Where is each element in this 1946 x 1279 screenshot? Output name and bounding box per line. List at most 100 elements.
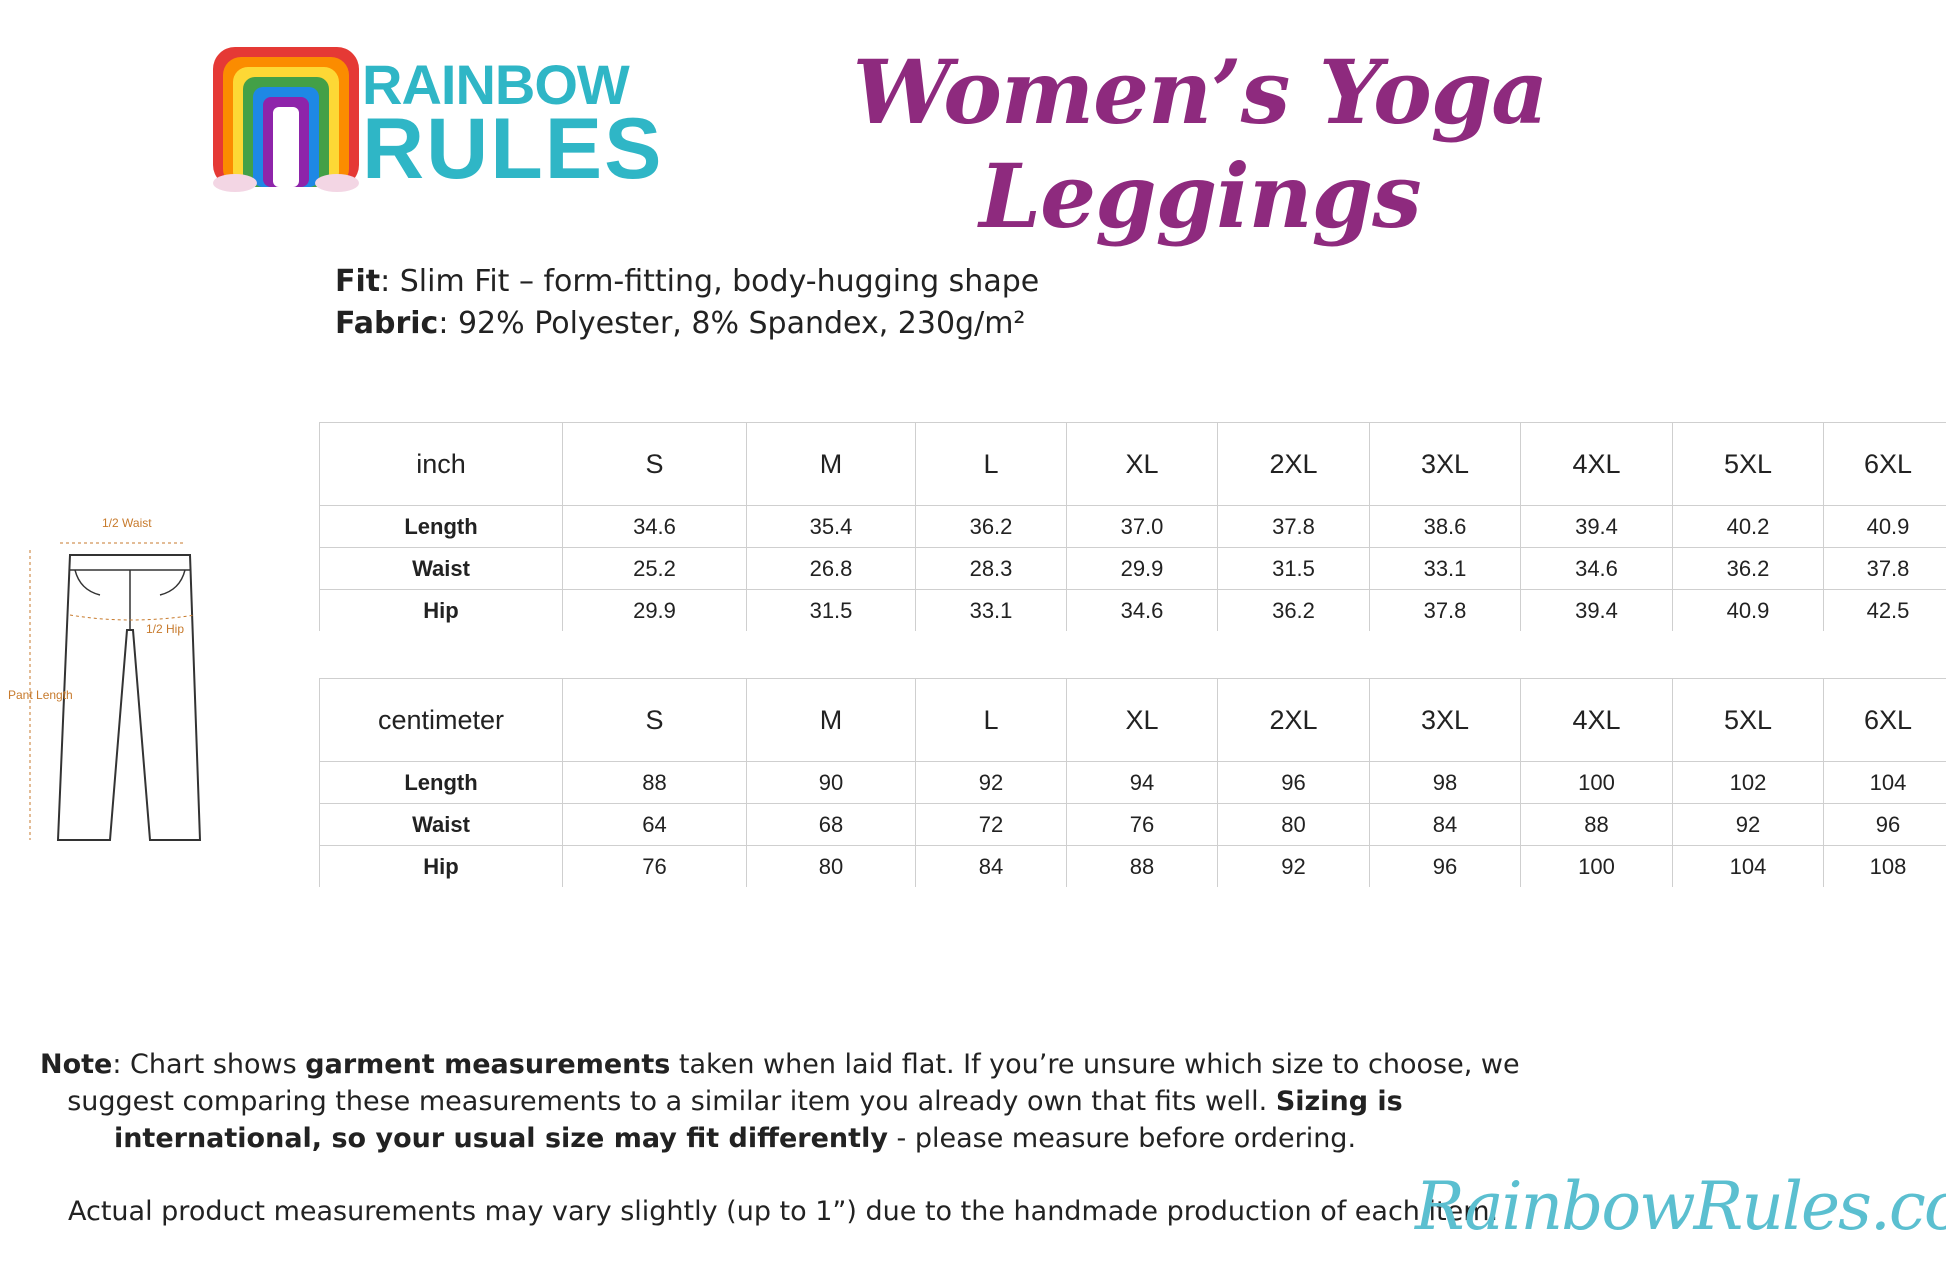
table-cell: 29.9 <box>562 589 747 631</box>
table-cell: 64 <box>562 803 747 846</box>
size-table: centimeter S M L XL 2XL 3XL 4XL 5XL 6XL Length 88 90… <box>319 678 1946 887</box>
header-cell: XL <box>1066 422 1218 506</box>
table-cell: 88 <box>562 761 747 804</box>
table-cell: 80 <box>1217 803 1370 846</box>
table-cell: 38.6 <box>1369 505 1521 548</box>
table-cell: 108 <box>1823 845 1946 887</box>
table-cell: 96 <box>1823 803 1946 846</box>
table-cell: 31.5 <box>746 589 916 631</box>
header-cell: 4XL <box>1520 422 1673 506</box>
table-cell: 96 <box>1369 845 1521 887</box>
header-cell: inch <box>319 422 563 506</box>
table-cell: 92 <box>915 761 1067 804</box>
note-line: Note: Chart shows garment measurements t… <box>40 1046 1520 1083</box>
table-cell: 100 <box>1520 845 1673 887</box>
header-row: centimeter S M L XL 2XL 3XL 4XL 5XL 6XL <box>319 678 1946 762</box>
table-cell: 90 <box>746 761 916 804</box>
header-cell: 5XL <box>1672 422 1824 506</box>
table-cell: 40.9 <box>1823 505 1946 548</box>
table-cell: 34.6 <box>562 505 747 548</box>
table-cell: 40.2 <box>1672 505 1824 548</box>
note-text: Sizing is <box>1275 1086 1403 1117</box>
table-cell: 100 <box>1520 761 1673 804</box>
spec-text: : Slim Fit – form-fitting, body-hugging … <box>380 264 1040 299</box>
table-cell: 26.8 <box>746 547 916 590</box>
table-cell: 94 <box>1066 761 1218 804</box>
table-cell: 92 <box>1672 803 1824 846</box>
header-cell: S <box>562 678 747 762</box>
diagram-label: 1/2 Waist <box>102 516 152 530</box>
size-table: inch S M L XL 2XL 3XL 4XL 5XL 6XL Length 34.6 35.4 36… <box>319 422 1946 631</box>
table-row: Waist 64 68 72 76 80 84 88 92 96 <box>319 803 1946 846</box>
note-line: suggest comparing these measurements to … <box>40 1083 1430 1120</box>
row-label: Waist <box>319 803 563 846</box>
row-label: Hip <box>319 589 563 631</box>
table-cell: 84 <box>915 845 1067 887</box>
header-cell: S <box>562 422 747 506</box>
table-cell: 76 <box>1066 803 1218 846</box>
note-text: : Chart shows <box>112 1049 306 1080</box>
header-cell: centimeter <box>319 678 563 762</box>
logo-text: RULES <box>362 101 664 197</box>
table-row: Hip 76 80 84 88 92 96 100 104 108 <box>319 845 1946 887</box>
disclaimer: Actual product measurements may vary sli… <box>68 1196 1499 1227</box>
table-cell: 33.1 <box>915 589 1067 631</box>
header-cell: 5XL <box>1672 678 1824 762</box>
header-cell: 2XL <box>1217 678 1370 762</box>
table-cell: 35.4 <box>746 505 916 548</box>
header-cell: L <box>915 422 1067 506</box>
note-text: suggest comparing these measurements to … <box>67 1086 1276 1117</box>
table-cell: 28.3 <box>915 547 1067 590</box>
row-label: Length <box>319 505 563 548</box>
header-cell: L <box>915 678 1067 762</box>
table-cell: 42.5 <box>1823 589 1946 631</box>
row-label: Waist <box>319 547 563 590</box>
table-cell: 104 <box>1823 761 1946 804</box>
note: Note: Chart shows garment measurements t… <box>40 1046 1520 1157</box>
table-cell: 37.8 <box>1217 505 1370 548</box>
table-cell: 37.8 <box>1823 547 1946 590</box>
row-label: Length <box>319 761 563 804</box>
header-cell: XL <box>1066 678 1218 762</box>
table-cell: 40.9 <box>1672 589 1824 631</box>
note-text: taken when laid flat. If you’re unsure w… <box>670 1049 1520 1080</box>
logo-mark <box>213 47 359 192</box>
note-text: - please measure before ordering. <box>887 1123 1357 1154</box>
table-cell: 37.8 <box>1369 589 1521 631</box>
table-cell: 25.2 <box>562 547 747 590</box>
header-cell: M <box>746 422 916 506</box>
table-cell: 29.9 <box>1066 547 1218 590</box>
table-row: Hip 29.9 31.5 33.1 34.6 36.2 37.8 39.4 40.9 42.5 <box>319 589 1946 631</box>
table-cell: 80 <box>746 845 916 887</box>
header-cell: 4XL <box>1520 678 1673 762</box>
title: Women’s Yoga Leggings <box>852 40 1549 248</box>
table-cell: 102 <box>1672 761 1824 804</box>
table-row: Length 34.6 35.4 36.2 37.0 37.8 38.6 39.4 40.2 40… <box>319 505 1946 548</box>
note-text: Note <box>40 1049 113 1080</box>
table-cell: 39.4 <box>1520 505 1673 548</box>
table-cell: 33.1 <box>1369 547 1521 590</box>
spec-label: Fit <box>335 264 381 299</box>
spec-label: Fabric <box>335 306 439 341</box>
table-cell: 36.2 <box>1217 589 1370 631</box>
table-cell: 37.0 <box>1066 505 1218 548</box>
header-cell: 3XL <box>1369 678 1521 762</box>
table-row: Waist 25.2 26.8 28.3 29.9 31.5 33.1 34.6 36.2 37.… <box>319 547 1946 590</box>
table-cell: 76 <box>562 845 747 887</box>
spec-line: Fit: Slim Fit – form-fitting, body-huggi… <box>335 264 1039 299</box>
table-cell: 88 <box>1066 845 1218 887</box>
diagram-label: 1/2 Hip <box>146 622 185 636</box>
row-label: Hip <box>319 845 563 887</box>
diagram-label: Pant Length <box>8 688 73 702</box>
table-cell: 92 <box>1217 845 1370 887</box>
header-cell: 6XL <box>1823 422 1946 506</box>
table-cell: 72 <box>915 803 1067 846</box>
header-cell: 2XL <box>1217 422 1370 506</box>
header-row: inch S M L XL 2XL 3XL 4XL 5XL 6XL <box>319 422 1946 506</box>
note-text: garment measurements <box>305 1049 671 1080</box>
table-cell: 98 <box>1369 761 1521 804</box>
header-cell: 3XL <box>1369 422 1521 506</box>
table-cell: 31.5 <box>1217 547 1370 590</box>
table-cell: 88 <box>1520 803 1673 846</box>
